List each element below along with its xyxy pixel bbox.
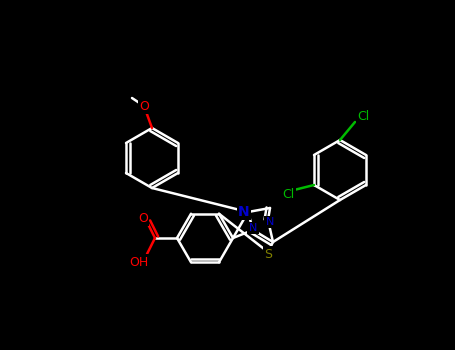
Text: S: S [264,247,272,260]
Text: OH: OH [129,256,149,268]
Text: Cl: Cl [357,111,369,124]
Text: O: O [139,99,149,112]
Text: N: N [266,217,274,227]
Text: Cl: Cl [282,189,294,202]
Text: N: N [238,205,250,219]
Text: N: N [249,223,257,233]
Text: O: O [138,211,148,224]
